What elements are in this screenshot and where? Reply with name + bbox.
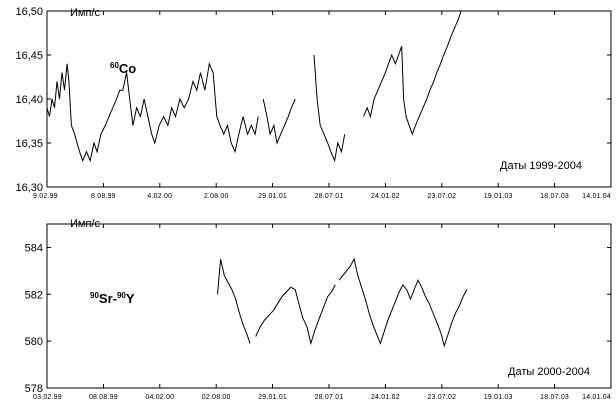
x-tick-label: 24.01.02 (371, 193, 400, 200)
x-tick-label: 14.01.04 (582, 394, 611, 401)
series-line-segment (363, 10, 462, 136)
y-axis-ticks: 16,30 16,35 16,40 16,45 16,50 (15, 6, 611, 194)
x-axis-ticks: 03.02.99 08.08.99 04.02.00 02.08.00 29.01.01… (33, 224, 612, 401)
series-line-segment (46, 62, 259, 163)
chart-co60: 16,30 16,35 16,40 16,45 16,50 9.02.99 8.08.99… (15, 6, 612, 200)
chart-sr90-y90: 578 580 582 584 03.02.99 08.08.99 04.02.00 02.… (25, 218, 612, 401)
isotope-mass-1: 90 (90, 291, 99, 300)
isotope-label: 60Co (110, 61, 136, 76)
y-tick-label: 16,50 (15, 6, 43, 18)
x-tick-label: 9.02.99 (33, 193, 58, 200)
x-tick-label: 4.02.00 (147, 193, 172, 200)
plot-area (217, 257, 468, 348)
x-tick-label: 02.08.00 (202, 394, 231, 401)
series-line-segment (262, 98, 296, 145)
x-tick-label: 29.01.01 (258, 394, 287, 401)
date-range-note: Даты 2000-2004 (508, 366, 590, 378)
x-tick-label: 08.08.99 (89, 394, 118, 401)
x-tick-label: 23.07.02 (427, 193, 456, 200)
y-unit-label: Имп/с (70, 218, 100, 230)
x-tick-label: 04.02.00 (145, 394, 174, 401)
y-tick-label: 16,35 (15, 138, 43, 150)
x-tick-label: 28.07.01 (315, 193, 344, 200)
y-tick-label: 16,40 (15, 94, 43, 106)
y-tick-label: 578 (25, 383, 43, 395)
series-line-segment (313, 54, 346, 163)
isotope-symbol-1: Sr- (99, 291, 117, 306)
x-tick-label: 23.07.02 (427, 394, 456, 401)
x-tick-label: 24.01.02 (371, 394, 400, 401)
isotope-label: 90Sr-90Y (90, 291, 135, 306)
x-tick-label: 28.07.01 (315, 394, 344, 401)
series-line-segment (255, 284, 336, 346)
x-tick-label: 19.01.03 (484, 193, 513, 200)
x-tick-label: 29.01.01 (258, 193, 287, 200)
x-tick-label: 8.08.99 (91, 193, 116, 200)
y-tick-label: 580 (25, 336, 43, 348)
x-tick-label: 2.08.00 (204, 193, 229, 200)
x-tick-label: 19.01.03 (484, 394, 513, 401)
plot-area (46, 10, 462, 163)
y-tick-label: 16,45 (15, 50, 43, 62)
x-tick-label: 03.02.99 (33, 394, 62, 401)
date-range-note: Даты 1999-2004 (500, 160, 582, 172)
isotope-mass-2: 90 (117, 291, 126, 300)
x-tick-label: 14.01.04 (582, 193, 611, 200)
x-tick-label: 18.07.03 (540, 193, 569, 200)
series-line-segment (217, 258, 251, 344)
isotope-mass: 60 (110, 61, 119, 70)
y-axis-ticks: 578 580 582 584 (25, 242, 611, 395)
series-line-segment (338, 257, 468, 348)
isotope-symbol-2: Y (126, 291, 135, 306)
y-tick-label: 16,30 (15, 182, 43, 194)
y-unit-label: Имп/с (70, 7, 100, 19)
x-axis-ticks: 9.02.99 8.08.99 4.02.00 2.08.00 29.01.01 28.0… (33, 11, 612, 200)
y-tick-label: 582 (25, 289, 43, 301)
y-tick-label: 584 (25, 242, 43, 254)
x-tick-label: 18.07.03 (540, 394, 569, 401)
plot-frame (46, 223, 612, 389)
isotope-symbol: Co (119, 61, 136, 76)
